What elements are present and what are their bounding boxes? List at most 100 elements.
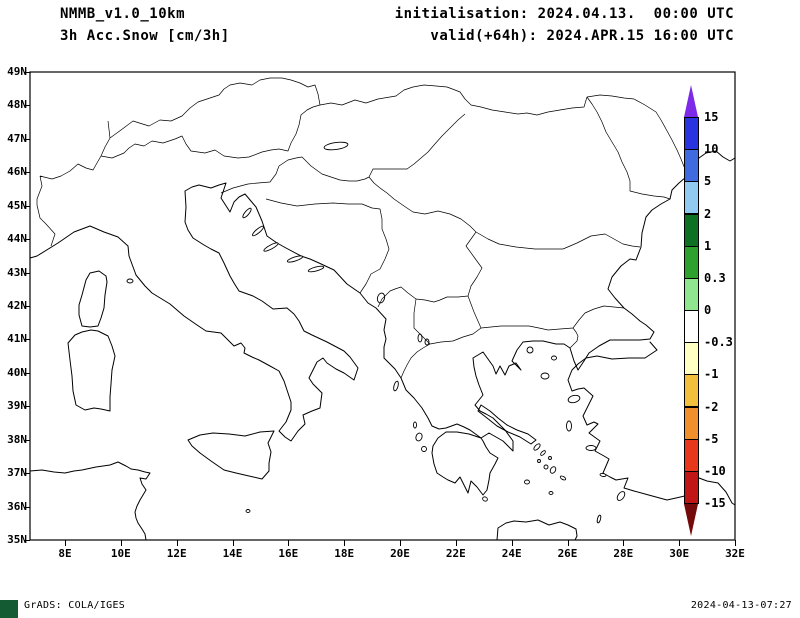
islet	[566, 420, 572, 432]
islet	[245, 509, 251, 513]
creation-timestamp: 2024-04-13-07:27	[690, 600, 792, 611]
colorbar-tick-label: -15	[704, 496, 726, 510]
lat-tick	[24, 306, 30, 307]
lon-tick	[288, 540, 290, 546]
lat-tick	[24, 439, 30, 441]
lat-tick	[24, 506, 30, 508]
lat-tick	[24, 239, 30, 241]
colorbar-arrow-top	[684, 85, 698, 117]
colorbar-segment	[684, 438, 699, 472]
lon-label: 28E	[613, 547, 634, 560]
colorbar-tick-label: -0.3	[704, 335, 733, 350]
lon-tick	[511, 540, 513, 546]
colorbar-tick-label: -5	[704, 431, 719, 446]
islet	[559, 475, 567, 481]
lat-label: 36N	[7, 499, 27, 513]
lat-tick	[24, 205, 30, 207]
field-title: 3h Acc.Snow [cm/3h]	[60, 28, 230, 44]
colorbar-tick-label: -1	[704, 367, 719, 382]
lon-tick	[735, 540, 736, 546]
islet	[551, 355, 557, 361]
lon-tick	[623, 540, 625, 546]
lat-tick	[24, 105, 30, 107]
coastlines	[29, 150, 736, 541]
islet	[376, 292, 386, 304]
colorbar-tick-label: -2	[704, 399, 719, 414]
islet	[424, 338, 430, 346]
lat-label: 38N	[7, 432, 27, 446]
lon-tick	[176, 540, 178, 546]
islet	[596, 514, 602, 524]
islands-and-lakes	[126, 141, 626, 524]
lat-label: 48N	[7, 98, 27, 112]
lat-tick	[24, 339, 30, 341]
colorbar-tick-label: 5	[704, 174, 712, 189]
lon-label: 32E	[725, 547, 745, 560]
init-time-label: initialisation: 2024.04.13. 00:00 UTC	[394, 6, 734, 22]
islet	[323, 141, 349, 151]
islet	[413, 421, 417, 429]
islet	[415, 432, 423, 442]
islet	[585, 445, 597, 451]
islet	[307, 265, 325, 273]
lon-label: 26E	[557, 547, 578, 560]
lon-label: 24E	[501, 547, 522, 560]
lon-tick	[65, 540, 66, 546]
lat-tick	[24, 172, 30, 174]
lat-tick	[24, 72, 30, 73]
islet	[548, 491, 554, 495]
lon-label: 10E	[110, 547, 131, 560]
islet	[533, 443, 541, 451]
lat-tick	[24, 372, 30, 374]
lon-label: 30E	[669, 547, 690, 560]
islet	[263, 242, 279, 252]
corner-logo	[0, 600, 18, 618]
islet	[482, 496, 488, 502]
islet	[537, 459, 541, 463]
colorbar-segment	[684, 374, 699, 408]
model-title: NMMB_v1.0_10km	[60, 6, 186, 22]
lon-label: 16E	[278, 547, 299, 560]
islet	[421, 446, 427, 452]
lat-label: 44N	[7, 232, 27, 246]
colorbar-arrow-bottom	[684, 504, 698, 536]
lon-tick	[344, 540, 346, 546]
lon-label: 14E	[222, 547, 243, 560]
lon-tick	[232, 540, 234, 546]
lat-tick	[24, 272, 30, 274]
lon-tick	[120, 540, 122, 546]
lat-tick	[24, 406, 30, 408]
islet	[126, 278, 134, 284]
lat-label: 39N	[7, 399, 27, 413]
valid-time-label: valid(+64h): 2024.APR.15 16:00 UTC	[430, 28, 734, 44]
islet	[393, 380, 399, 392]
islet	[599, 472, 607, 478]
lat-label: 45N	[7, 198, 27, 212]
colorbar-segment	[684, 310, 699, 344]
islet	[526, 346, 534, 354]
islet	[543, 464, 549, 470]
grads-credit: GrADS: COLA/IGES	[24, 600, 126, 611]
lat-label: 42N	[7, 299, 27, 312]
lon-tick	[400, 540, 401, 546]
colorbar-tick-label: 0	[704, 303, 712, 317]
lat-tick	[24, 138, 30, 140]
islet	[286, 255, 304, 263]
colorbar-segment	[684, 342, 699, 376]
lat-label: 40N	[7, 365, 27, 379]
colorbar-segment	[684, 277, 699, 311]
lat-label: 41N	[7, 332, 27, 346]
colorbar-tick-label: -10	[704, 463, 726, 478]
lon-label: 20E	[390, 547, 410, 560]
lon-label: 22E	[445, 547, 466, 560]
lat-label: 47N	[7, 131, 27, 145]
lat-tick	[24, 540, 30, 541]
colorbar-segment	[684, 245, 699, 279]
map-frame	[29, 71, 736, 541]
islet	[252, 225, 264, 237]
lat-label: 43N	[7, 265, 27, 279]
colorbar-segment	[684, 117, 699, 151]
lon-tick	[455, 540, 457, 546]
